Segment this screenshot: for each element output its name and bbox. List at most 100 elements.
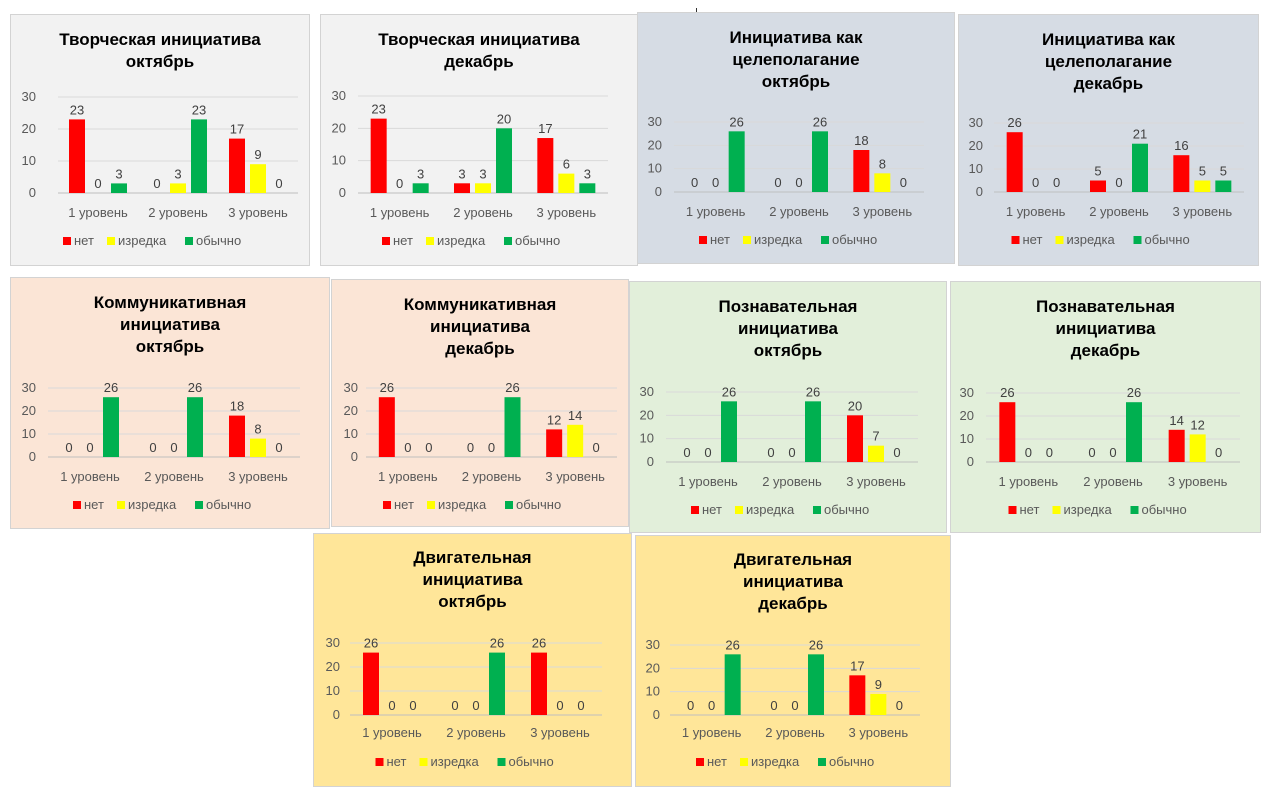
legend-swatch [735, 506, 743, 514]
legend-label: нет [74, 233, 94, 248]
x-tick-label: 1 уровень [682, 725, 742, 740]
data-label: 26 [809, 637, 823, 652]
data-label: 3 [479, 166, 486, 181]
chart-panel: Инициатива как целеполагание октябрь 0 10 2… [637, 12, 955, 264]
bar [363, 652, 379, 715]
legend-label: нет [394, 497, 414, 512]
data-label: 0 [388, 698, 395, 713]
data-label: 0 [396, 176, 403, 191]
data-label: 26 [532, 636, 546, 651]
data-label: 0 [704, 445, 711, 460]
x-tick-label: 2 уровень [446, 725, 506, 740]
y-tick-label: 0 [333, 707, 340, 722]
x-tick-label: 3 уровень [228, 205, 288, 220]
bar [1189, 434, 1206, 462]
data-label: 0 [153, 176, 160, 191]
x-tick-label: 3 уровень [849, 725, 909, 740]
data-label: 3 [458, 166, 465, 181]
legend-swatch [117, 501, 125, 509]
legend-label: изредка [1064, 502, 1113, 517]
chart-panel: Инициатива как целеполагание декабрь 0 10 2… [958, 14, 1259, 266]
legend-label: обычно [206, 497, 251, 512]
data-label: 26 [1007, 115, 1021, 130]
data-label: 8 [879, 156, 886, 171]
legend-label: изредка [118, 233, 167, 248]
data-label: 0 [1025, 445, 1032, 460]
legend-swatch [1052, 506, 1061, 514]
legend-swatch [504, 237, 512, 245]
data-label: 26 [813, 114, 827, 129]
bar [1168, 429, 1185, 462]
x-tick-label: 3 уровень [530, 725, 590, 740]
bar [849, 675, 866, 715]
data-label: 0 [1088, 445, 1095, 460]
data-label: 0 [893, 445, 900, 460]
bar [378, 397, 395, 457]
x-tick-label: 3 уровень [1173, 204, 1233, 219]
data-label: 20 [848, 398, 862, 413]
data-label: 0 [86, 440, 93, 455]
legend-swatch [375, 758, 384, 766]
x-tick-label: 1 уровень [60, 469, 120, 484]
bar [847, 415, 863, 462]
legend-swatch [1055, 236, 1064, 244]
data-label: 14 [1169, 413, 1183, 428]
data-label: 0 [467, 440, 474, 455]
y-tick-label: 30 [344, 380, 358, 395]
y-tick-label: 30 [969, 115, 983, 130]
y-tick-label: 30 [648, 114, 662, 129]
legend-swatch [813, 506, 821, 514]
chart-panel: Познавательная инициатива октябрь 0 10 20 30… [629, 281, 947, 533]
x-tick-label: 1 уровень [362, 725, 422, 740]
legend-label: нет [702, 502, 722, 517]
bar [812, 131, 828, 192]
bar [808, 654, 824, 715]
data-label: 0 [896, 698, 903, 713]
data-label: 26 [380, 380, 394, 395]
data-label: 0 [712, 175, 719, 190]
data-label: 0 [577, 698, 584, 713]
y-tick-label: 0 [967, 454, 974, 469]
data-label: 26 [1127, 385, 1141, 400]
chart-panel: Коммуникативная инициатива октябрь 0 10 20 3… [10, 277, 330, 529]
data-label: 3 [174, 166, 181, 181]
bar [537, 138, 554, 193]
y-tick-label: 10 [969, 161, 983, 176]
legend-swatch [185, 237, 193, 245]
data-label: 5 [1220, 164, 1227, 179]
bar [412, 183, 429, 193]
legend-label: нет [1023, 232, 1043, 247]
data-label: 26 [505, 380, 519, 395]
data-label: 26 [188, 380, 202, 395]
data-label: 26 [722, 384, 736, 399]
bar [250, 438, 266, 457]
data-label: 0 [770, 698, 777, 713]
bar [1006, 132, 1023, 192]
data-label: 0 [409, 698, 416, 713]
y-tick-label: 0 [29, 185, 36, 200]
x-tick-label: 1 уровень [378, 469, 438, 484]
y-tick-label: 20 [22, 403, 36, 418]
data-label: 0 [767, 445, 774, 460]
legend-label: изредка [128, 497, 177, 512]
chart-title: Двигательная инициатива октябрь [413, 548, 532, 611]
legend-swatch [497, 758, 506, 766]
bar [999, 402, 1016, 462]
data-label: 26 [364, 636, 378, 651]
x-tick-label: 1 уровень [68, 205, 128, 220]
x-tick-label: 3 уровень [853, 204, 913, 219]
x-tick-label: 2 уровень [1083, 474, 1143, 489]
data-label: 0 [1215, 445, 1222, 460]
data-label: 17 [538, 121, 552, 136]
chart-title: Коммуникативная инициатива декабрь [403, 295, 557, 358]
data-label: 0 [472, 698, 479, 713]
data-label: 9 [254, 147, 261, 162]
data-label: 0 [170, 440, 177, 455]
y-tick-label: 20 [344, 403, 358, 418]
data-label: 14 [568, 408, 582, 423]
legend-swatch [699, 236, 707, 244]
legend-swatch [1133, 236, 1142, 244]
